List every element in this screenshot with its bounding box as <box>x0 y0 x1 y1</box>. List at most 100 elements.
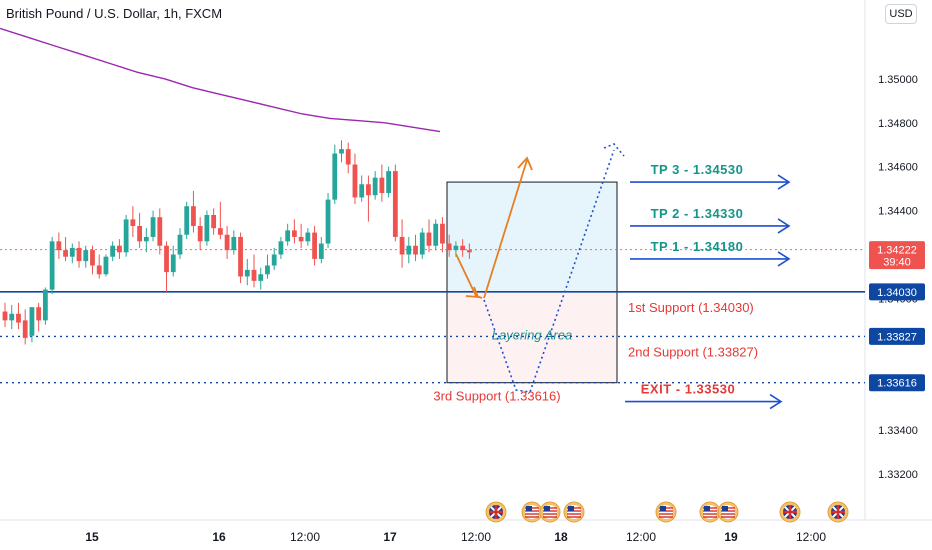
price-badge: 1.33827 <box>869 327 925 345</box>
candle <box>63 236 68 262</box>
us-flag-icon[interactable] <box>717 501 739 523</box>
us-flag-icon[interactable] <box>655 501 677 523</box>
candle <box>29 307 35 343</box>
exit-target: EXIT - 1.33530 <box>625 382 783 410</box>
candle <box>177 228 183 259</box>
candle <box>440 217 445 253</box>
y-tick-label: 1.33200 <box>878 469 918 481</box>
uk-flag-icon[interactable] <box>485 501 507 523</box>
candle <box>16 302 21 330</box>
x-tick-label: 19 <box>724 530 738 544</box>
candle <box>42 287 48 325</box>
support-1-label: 1st Support (1.34030) <box>628 300 754 315</box>
candle <box>217 201 223 240</box>
candle <box>258 267 264 290</box>
candle <box>305 228 311 246</box>
candle <box>90 245 95 275</box>
candle <box>251 254 257 288</box>
us-flag-icon[interactable] <box>563 501 585 523</box>
candle <box>399 219 405 268</box>
candle <box>56 232 62 259</box>
svg-text:1.34222: 1.34222 <box>877 245 917 257</box>
candle <box>386 166 392 198</box>
y-tick-label: 1.35000 <box>878 74 918 86</box>
countdown-label: 39:40 <box>883 257 911 269</box>
candle <box>466 243 472 259</box>
candle <box>137 212 142 248</box>
layering-zone-box <box>446 291 618 384</box>
candle <box>184 201 190 240</box>
candle <box>170 245 176 277</box>
target-label: TP 1 - 1.34180 <box>651 239 744 254</box>
x-tick-label: 12:00 <box>461 530 491 544</box>
x-tick-label: 12:00 <box>290 530 320 544</box>
candle <box>36 302 42 332</box>
candlestick-series <box>2 140 472 345</box>
candle <box>150 210 156 242</box>
candle <box>406 236 412 264</box>
x-tick-label: 12:00 <box>626 530 656 544</box>
svg-text:1.34030: 1.34030 <box>877 287 917 299</box>
x-tick-label: 12:00 <box>796 530 826 544</box>
candle <box>103 254 109 277</box>
layering-area-label: Layering Area <box>492 327 572 342</box>
candle <box>345 142 351 174</box>
chart-title: British Pound / U.S. Dollar, 1h, FXCM <box>6 6 223 21</box>
x-tick-label: 17 <box>383 530 397 544</box>
candle <box>285 223 291 246</box>
target-1: TP 1 - 1.34180 <box>630 239 791 267</box>
us-flag-icon[interactable] <box>539 501 561 523</box>
moving-average-path <box>0 27 441 133</box>
svg-text:1.33827: 1.33827 <box>877 331 917 343</box>
support-2-label: 2nd Support (1.33827) <box>628 344 758 359</box>
time-axis: 15 16 12:00 17 12:00 18 12:00 19 12:00 <box>85 530 826 544</box>
us-flag-icon[interactable] <box>699 501 721 523</box>
candle <box>123 214 129 257</box>
candle <box>332 144 338 205</box>
candle <box>265 254 270 279</box>
up-arrowhead <box>517 156 533 171</box>
candle <box>130 206 136 237</box>
layering-zone: Layering Area <box>446 181 618 384</box>
candle <box>76 241 82 268</box>
annotation-labels: TP 3 - 1.34530 TP 2 - 1.34330 TP 1 - 1.341… <box>433 162 791 410</box>
target-zone-box <box>446 181 618 293</box>
candle <box>352 153 358 205</box>
candle <box>359 175 365 202</box>
economic-event-icons[interactable] <box>485 501 849 523</box>
candle <box>244 258 250 286</box>
support-3-label: 3rd Support (1.33616) <box>433 389 560 404</box>
candle <box>419 228 425 259</box>
candle <box>318 236 324 264</box>
candle <box>164 241 169 292</box>
uk-flag-icon[interactable] <box>779 501 801 523</box>
candle <box>22 309 28 345</box>
us-flag-icon[interactable] <box>521 501 543 523</box>
projection-arrows <box>455 143 625 393</box>
support-levels <box>0 249 865 384</box>
projection-arrowhead <box>603 143 625 157</box>
candle <box>224 225 230 259</box>
target-label: TP 2 - 1.34330 <box>651 206 744 221</box>
candle <box>9 305 15 330</box>
candle <box>446 234 452 257</box>
y-tick-label: 1.34600 <box>878 162 918 174</box>
candle <box>312 225 317 266</box>
candle <box>211 208 217 235</box>
target-label: TP 3 - 1.34530 <box>651 162 744 177</box>
currency-button[interactable]: USD <box>885 4 917 24</box>
candle <box>110 241 116 262</box>
candle <box>231 230 237 255</box>
candle <box>278 236 284 259</box>
target-2: TP 2 - 1.34330 <box>630 206 791 234</box>
candle <box>426 219 432 253</box>
candle <box>271 247 277 270</box>
uk-flag-icon[interactable] <box>827 501 849 523</box>
candle <box>298 223 304 248</box>
candle <box>460 239 466 257</box>
y-tick-label: 1.34400 <box>878 206 918 218</box>
y-tick-label: 1.33400 <box>878 425 918 437</box>
candle <box>325 193 331 248</box>
